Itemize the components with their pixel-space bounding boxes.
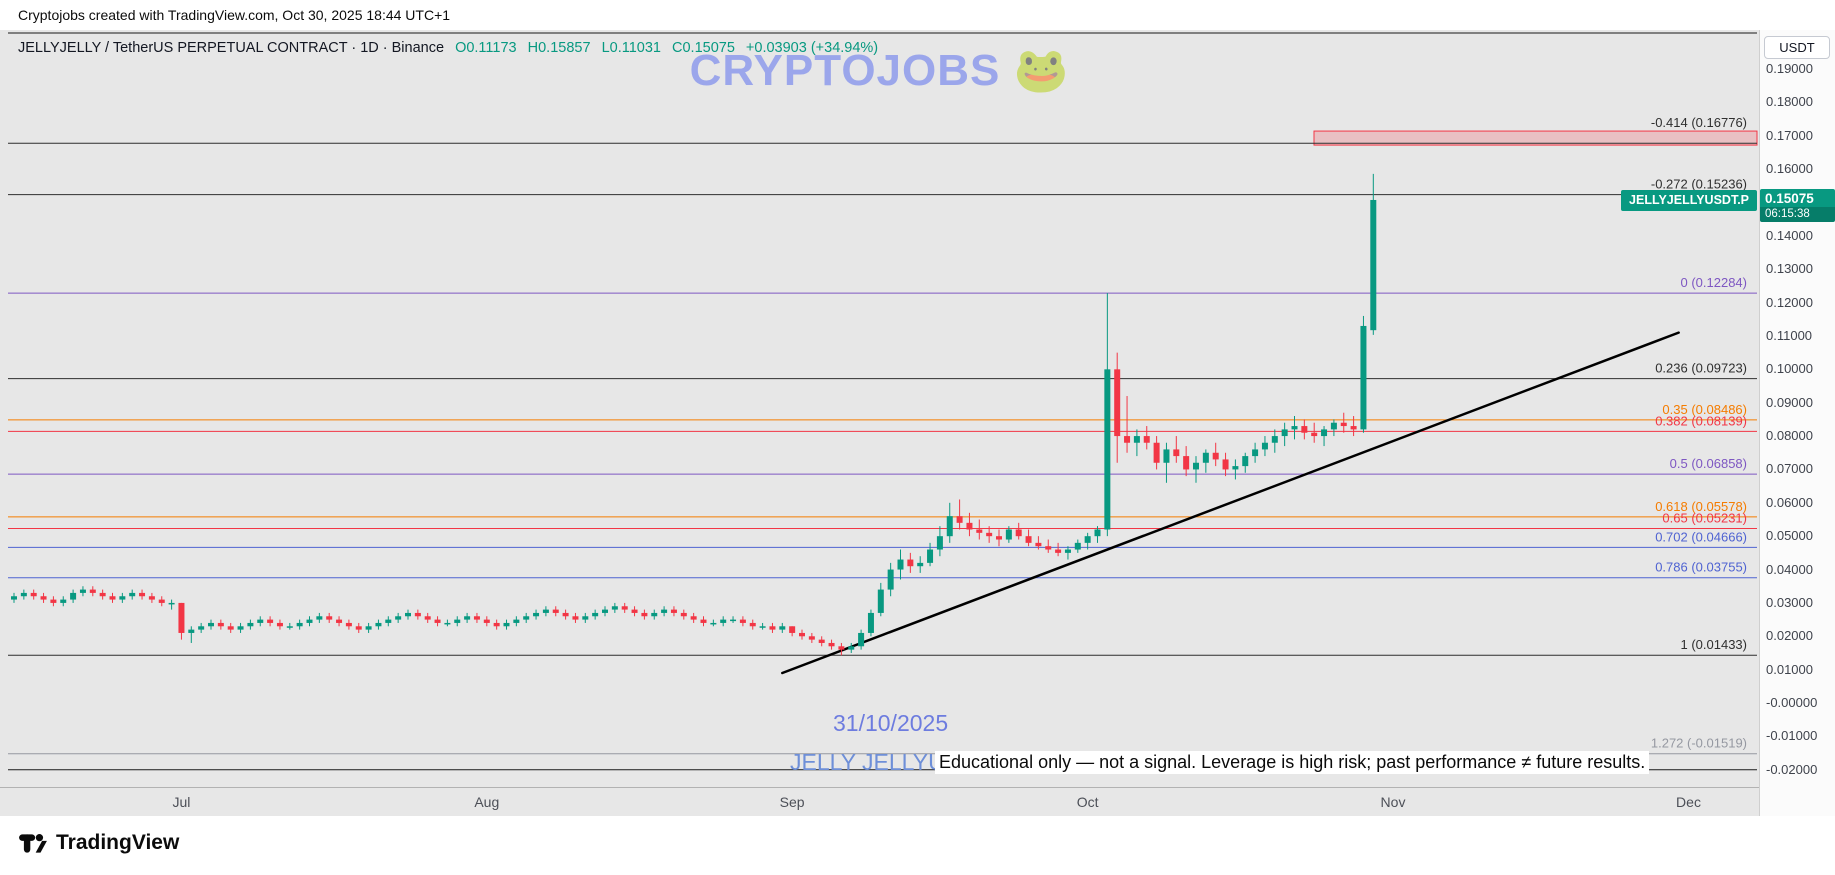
price-tick-label: -0.00000 (1766, 695, 1818, 711)
disclaimer-text: Educational only — not a signal. Leverag… (935, 751, 1650, 774)
price-axis[interactable]: 0.19000 0.18000 0.17000 0.16000 0.14000 0.130… (1759, 30, 1835, 816)
symbol-title[interactable]: JELLYJELLY / TetherUS PERPETUAL CONTRACT… (18, 40, 445, 56)
price-tick-label: 0.18000 (1766, 94, 1813, 110)
time-axis[interactable]: Jul Aug Sep Oct Nov Dec (0, 787, 1759, 816)
tradingview-logo-icon (19, 834, 47, 853)
price-tick-label: 0.09000 (1766, 394, 1813, 410)
month-label: Dec (1676, 794, 1701, 810)
currency-toggle-button[interactable]: USDT (1764, 36, 1830, 59)
price-tick-label: 0.05000 (1766, 528, 1813, 544)
creation-caption-bar: Cryptojobs created with TradingView.com,… (0, 0, 1835, 30)
watermark: CRYPTOJOBS 🐸 (689, 46, 1070, 95)
price-tick-label: 0.04000 (1766, 561, 1813, 577)
bar-countdown: 06:15:38 (1760, 207, 1835, 222)
price-tick-label: 0.14000 (1766, 227, 1813, 243)
creation-caption: Cryptojobs created with TradingView.com,… (18, 7, 451, 23)
price-tick-label: -0.02000 (1766, 761, 1818, 777)
chart-background[interactable] (0, 30, 1759, 787)
high-value: H0.15857 (527, 40, 591, 56)
tradingview-wordmark: TradingView (56, 831, 180, 854)
month-label: Aug (474, 794, 500, 810)
price-tick-label: 0.07000 (1766, 461, 1813, 477)
footer-bar (0, 816, 1835, 875)
last-price-badge[interactable]: 0.15075 06:15:38 (1760, 189, 1835, 222)
price-tick-label: 0.02000 (1766, 628, 1813, 644)
price-line-symbol-chip[interactable]: JELLYJELLYUSDT.P (1621, 190, 1757, 211)
price-tick-label: 0.01000 (1766, 661, 1813, 677)
last-price-value: 0.15075 (1765, 191, 1814, 206)
close-value: C0.15075 (672, 40, 735, 56)
low-value: L0.11031 (601, 40, 661, 56)
change-value: +0.03903 (+34.94%) (745, 40, 879, 56)
price-tick-label: -0.01000 (1766, 728, 1818, 744)
price-tick-label: 0.06000 (1766, 494, 1813, 510)
price-tick-label: 0.16000 (1766, 161, 1813, 177)
price-tick-label: 0.03000 (1766, 594, 1813, 610)
month-label: Jul (172, 794, 191, 810)
date-annotation: 31/10/2025 (833, 710, 949, 736)
price-tick-label: 0.17000 (1766, 127, 1813, 143)
month-label: Sep (779, 794, 805, 810)
ohlc-legend[interactable]: JELLYJELLY / TetherUS PERPETUAL CONTRACT… (18, 40, 878, 56)
month-label: Nov (1380, 794, 1406, 810)
open-value: O0.11173 (455, 40, 517, 56)
month-label: Oct (1076, 794, 1099, 810)
price-tick-label: 0.10000 (1766, 361, 1813, 377)
tradingview-attribution[interactable]: TradingView (18, 828, 179, 858)
price-tick-label: 0.12000 (1766, 294, 1813, 310)
price-tick-label: 0.13000 (1766, 261, 1813, 277)
price-tick-label: 0.19000 (1766, 61, 1813, 76)
price-tick-label: 0.11000 (1766, 327, 1813, 343)
price-tick-label: 0.08000 (1766, 428, 1813, 444)
